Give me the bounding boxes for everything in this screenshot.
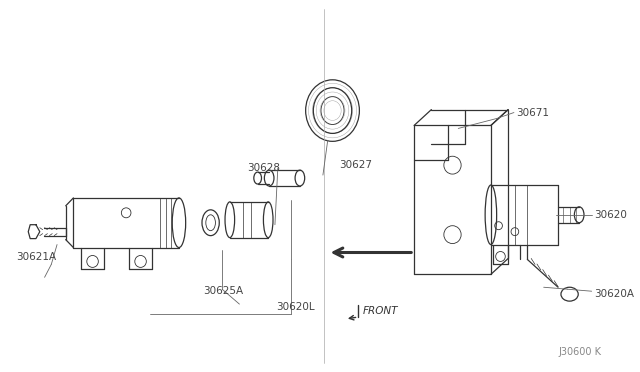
Text: 30671: 30671 [516, 108, 549, 118]
Text: 30621A: 30621A [16, 253, 56, 263]
Text: FRONT: FRONT [362, 306, 398, 316]
Text: 30620: 30620 [595, 210, 627, 220]
Text: 30620L: 30620L [276, 302, 314, 312]
Text: 30628: 30628 [247, 163, 280, 173]
Text: 30627: 30627 [339, 160, 372, 170]
Text: 30620A: 30620A [595, 289, 634, 299]
Text: J30600 K: J30600 K [558, 347, 601, 357]
Text: 30625A: 30625A [203, 286, 243, 296]
